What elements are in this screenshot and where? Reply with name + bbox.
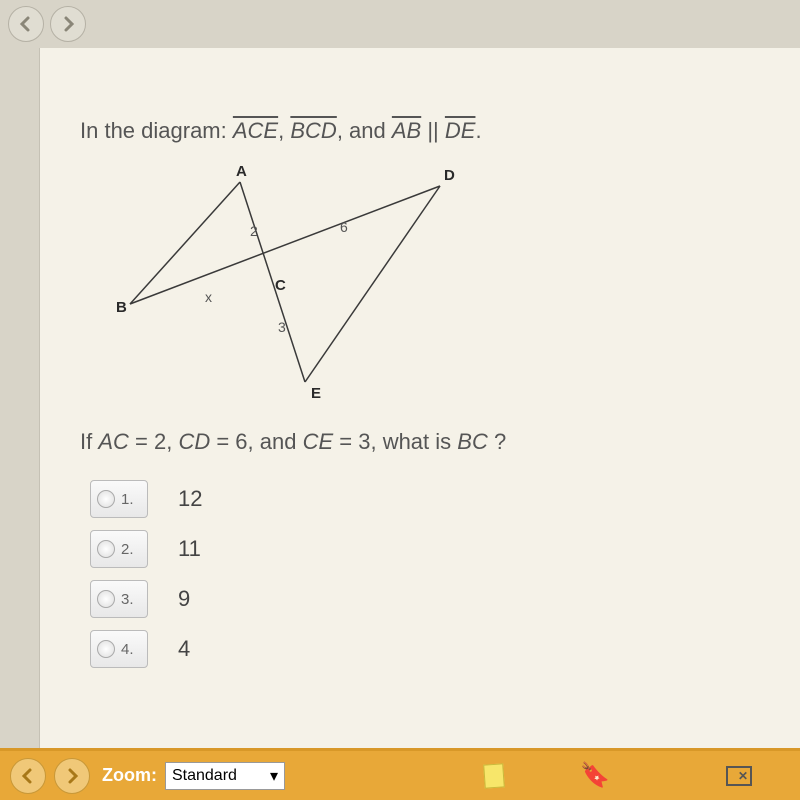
content-wrap: In the diagram: ACE, BCD, and AB || DE. … [0,48,800,748]
question-text: If AC = 2, CD = 6, and CE = 3, what is B… [80,429,760,455]
svg-text:B: B [116,299,127,316]
left-gutter [0,48,40,748]
option-number: 3. [121,591,134,608]
segment-ab: AB [392,118,421,143]
svg-text:E: E [311,385,321,402]
option-number: 1. [121,491,134,508]
top-nav [0,0,800,48]
svg-text:2: 2 [250,223,258,239]
segment-de: DE [445,118,476,143]
back-button[interactable] [8,6,44,42]
option-value: 11 [178,536,201,562]
forward-button[interactable] [50,6,86,42]
option-row: 2.11 [90,530,760,568]
svg-text:C: C [275,277,286,294]
option-row: 3.9 [90,580,760,618]
close-tool-icon[interactable]: ✕ [726,766,752,786]
radio-icon [97,640,115,658]
zoom-value: Standard [172,767,237,785]
radio-icon [97,540,115,558]
zoom-select[interactable]: Standard ▾ [165,762,285,790]
segment-bcd: BCD [290,118,336,143]
chevron-down-icon: ▾ [270,766,278,786]
option-value: 12 [178,486,202,512]
svg-text:A: A [236,164,247,180]
question-panel: In the diagram: ACE, BCD, and AB || DE. … [40,48,800,748]
option-value: 9 [178,586,190,612]
option-number: 4. [121,641,134,658]
bottom-forward-button[interactable] [54,758,90,794]
bookmark-icon[interactable]: 🔖 [580,761,610,790]
option-button-3[interactable]: 3. [90,580,148,618]
option-row: 4.4 [90,630,760,668]
geometry-diagram: A D C B E 2 6 x 3 [110,164,760,409]
prompt-prefix: In the diagram: [80,118,233,143]
option-row: 1.12 [90,480,760,518]
option-number: 2. [121,541,134,558]
svg-text:6: 6 [340,219,348,235]
bottom-back-button[interactable] [10,758,46,794]
option-button-1[interactable]: 1. [90,480,148,518]
option-button-2[interactable]: 2. [90,530,148,568]
answer-options: 1.122.113.94.4 [90,480,760,668]
option-value: 4 [178,636,190,662]
segment-ace: ACE [233,118,278,143]
bottom-toolbar: Zoom: Standard ▾ 🔖 ✕ [0,748,800,800]
svg-text:3: 3 [278,319,286,335]
option-button-4[interactable]: 4. [90,630,148,668]
zoom-label: Zoom: [102,765,157,786]
sticky-note-icon[interactable] [483,763,505,788]
radio-icon [97,490,115,508]
prompt-text: In the diagram: ACE, BCD, and AB || DE. [80,118,760,144]
svg-text:D: D [444,167,455,184]
radio-icon [97,590,115,608]
svg-text:x: x [205,289,212,305]
